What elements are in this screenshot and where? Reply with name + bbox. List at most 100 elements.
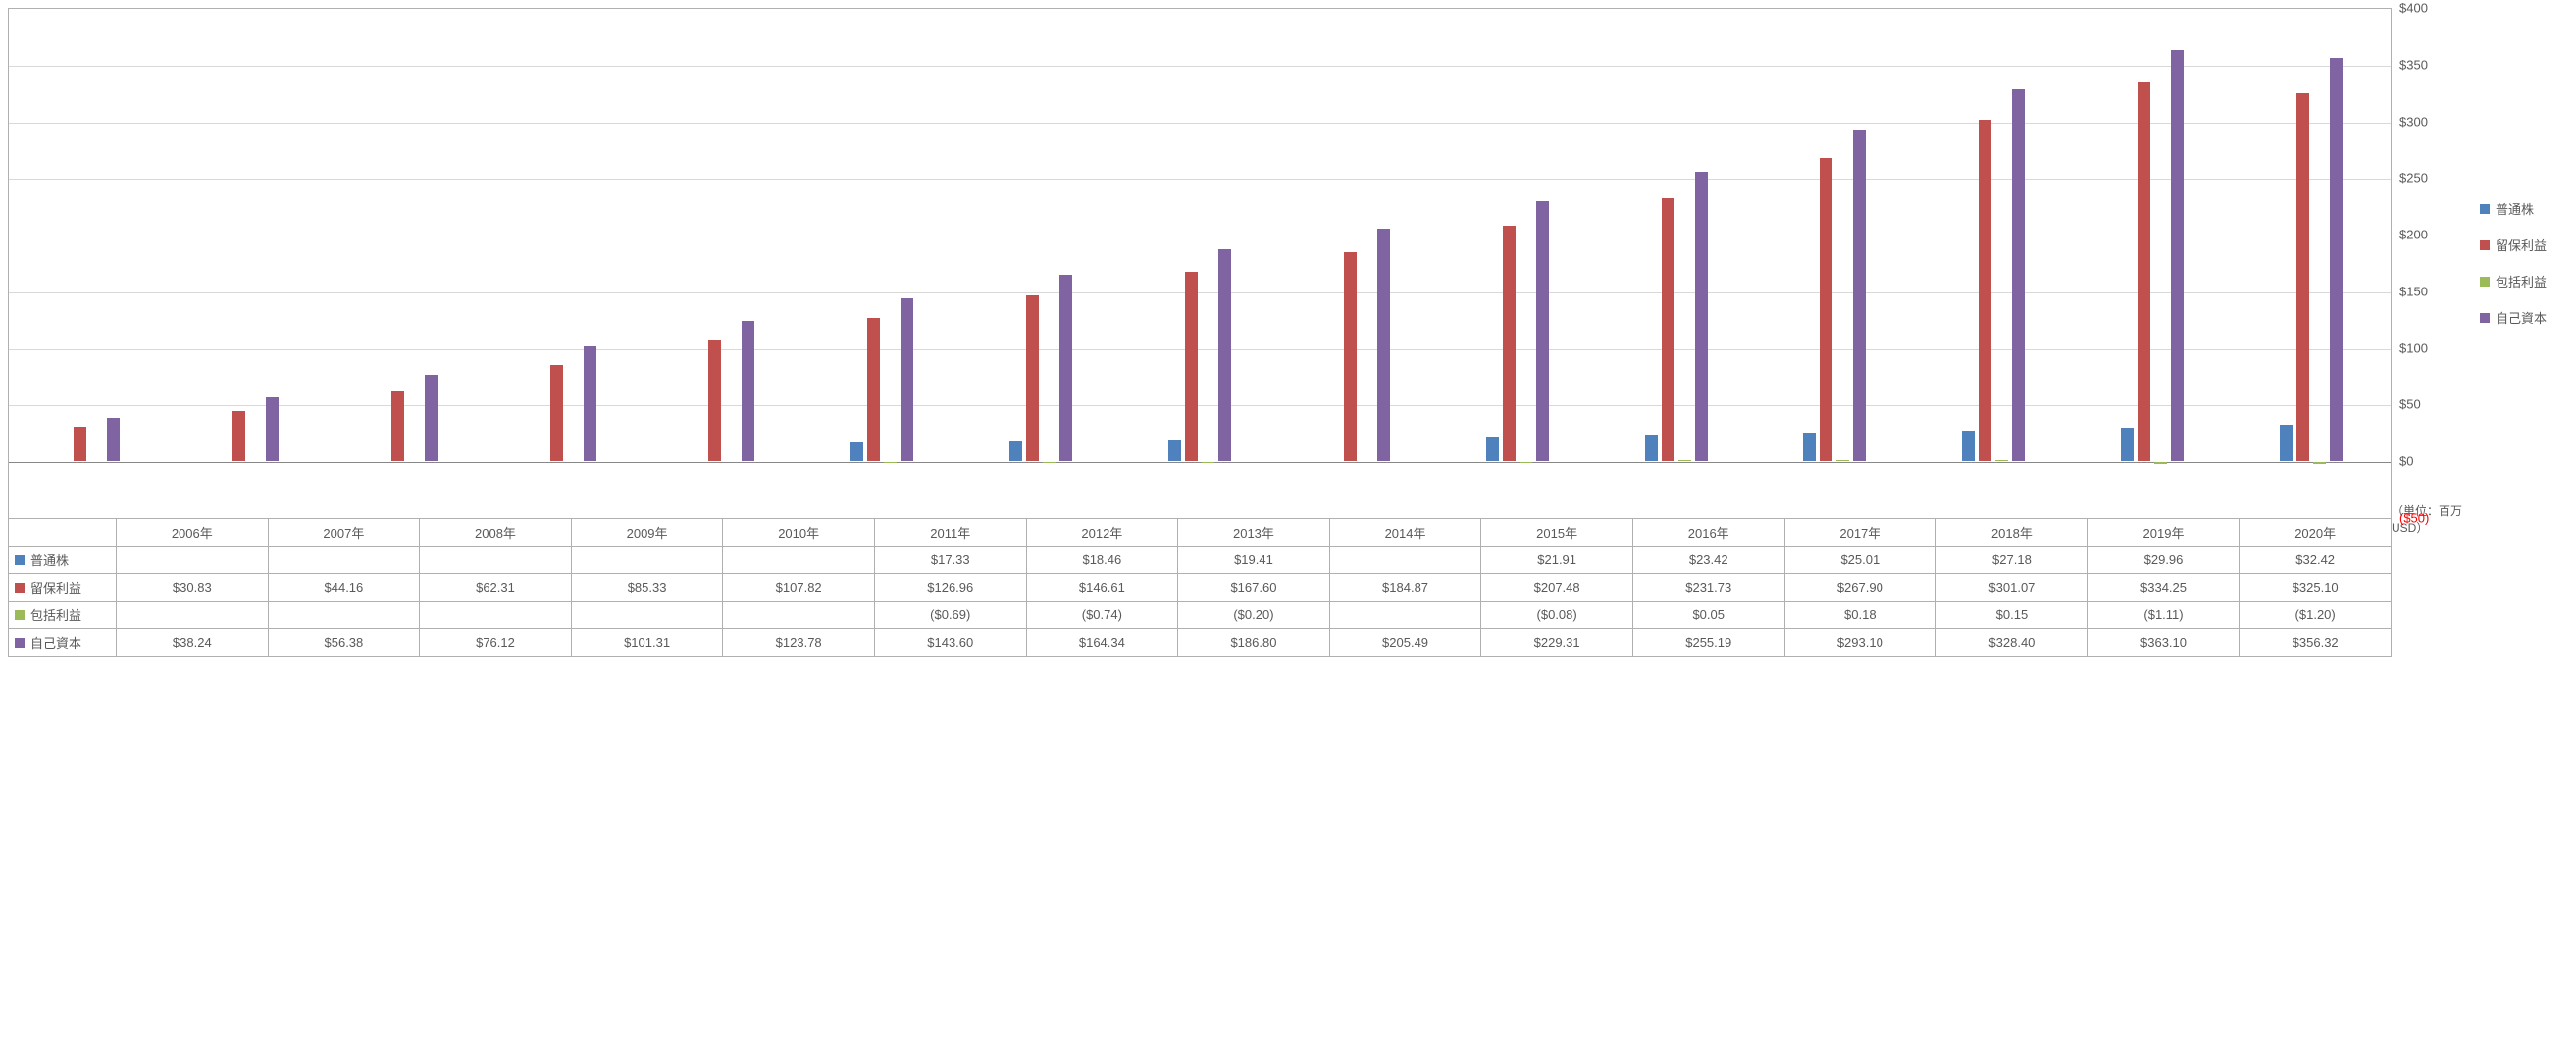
- bar-comprehensive_income: [2313, 462, 2326, 463]
- table-cell: $27.18: [1936, 547, 2088, 574]
- year-group: [2073, 9, 2232, 518]
- row-label-text: 留保利益: [30, 578, 81, 597]
- table-col-header: 2016年: [1632, 519, 1784, 547]
- table-cell: [268, 547, 420, 574]
- bar-equity: [1218, 249, 1231, 461]
- y-tick-label: $200: [2399, 228, 2428, 242]
- row-swatch: [15, 610, 25, 620]
- table-row-header: 包括利益: [9, 602, 117, 629]
- table-cell: $167.60: [1178, 574, 1330, 602]
- year-group: [802, 9, 961, 518]
- table-cell: $21.91: [1481, 547, 1633, 574]
- table-cell: ($1.20): [2240, 602, 2392, 629]
- table-row-header: 普通株: [9, 547, 117, 574]
- bar-retained_earnings: [391, 391, 404, 461]
- row-label-text: 普通株: [30, 551, 69, 569]
- table-cell: $293.10: [1784, 629, 1936, 657]
- year-group: [327, 9, 486, 518]
- year-group: [2232, 9, 2391, 518]
- bar-equity: [901, 298, 913, 461]
- year-group: [168, 9, 327, 518]
- table-col-header: 2010年: [723, 519, 875, 547]
- y-tick-label: $250: [2399, 171, 2428, 185]
- bar-comprehensive_income: [1520, 462, 1532, 463]
- bar-common_stock: [2280, 425, 2293, 461]
- bar-common_stock: [1803, 433, 1816, 461]
- row-swatch: [15, 555, 25, 565]
- table-cell: ($0.69): [874, 602, 1026, 629]
- table-row: 自己資本$38.24$56.38$76.12$101.31$123.78$143…: [9, 629, 2392, 657]
- table-row: 包括利益($0.69)($0.74)($0.20)($0.08)$0.05$0.…: [9, 602, 2392, 629]
- legend-label: 留保利益: [2496, 236, 2547, 254]
- year-group: [1438, 9, 1597, 518]
- bar-equity: [1059, 275, 1072, 461]
- table-cell: $56.38: [268, 629, 420, 657]
- table-col-header: 2011年: [874, 519, 1026, 547]
- table-cell: $301.07: [1936, 574, 2088, 602]
- table-cell: $25.01: [1784, 547, 1936, 574]
- table-col-header: 2015年: [1481, 519, 1633, 547]
- table-cell: $334.25: [2087, 574, 2240, 602]
- legend-item-retained_earnings: 留保利益: [2480, 236, 2568, 254]
- table-cell: $101.31: [571, 629, 723, 657]
- y-axis: （単位：百万USD） $400$350$300$250$200$150$100$…: [2392, 8, 2470, 518]
- table-col-header: 2018年: [1936, 519, 2088, 547]
- table-cell: $19.41: [1178, 547, 1330, 574]
- bar-equity: [584, 346, 596, 461]
- y-tick-label: $0: [2399, 454, 2413, 469]
- year-group: [1756, 9, 1915, 518]
- table-cell: $0.18: [1784, 602, 1936, 629]
- row-swatch: [15, 638, 25, 648]
- bar-retained_earnings: [1662, 198, 1674, 461]
- table-cell: ($0.08): [1481, 602, 1633, 629]
- year-group: [961, 9, 1120, 518]
- bar-retained_earnings: [1503, 226, 1516, 461]
- table-cell: ($0.20): [1178, 602, 1330, 629]
- bar-equity: [1695, 172, 1708, 461]
- table-cell: $23.42: [1632, 547, 1784, 574]
- bar-retained_earnings: [2296, 93, 2309, 462]
- chart-wrap: （単位：百万USD） $400$350$300$250$200$150$100$…: [8, 8, 2568, 518]
- bar-retained_earnings: [1344, 252, 1357, 462]
- table-cell: [723, 547, 875, 574]
- legend-swatch: [2480, 313, 2490, 323]
- data-table-wrap: 2006年2007年2008年2009年2010年2011年2012年2013年…: [8, 518, 2568, 657]
- table-col-header: 2012年: [1026, 519, 1178, 547]
- bar-equity: [1377, 229, 1390, 461]
- table-cell: [268, 602, 420, 629]
- year-group: [486, 9, 644, 518]
- bar-equity: [2171, 50, 2184, 462]
- chart-container: （単位：百万USD） $400$350$300$250$200$150$100$…: [8, 8, 2568, 657]
- legend-label: 自己資本: [2496, 308, 2547, 327]
- bar-retained_earnings: [550, 365, 563, 462]
- table-cell: $30.83: [117, 574, 269, 602]
- table-col-header: 2006年: [117, 519, 269, 547]
- bar-equity: [2330, 58, 2343, 462]
- legend-swatch: [2480, 277, 2490, 287]
- table-cell: $62.31: [420, 574, 572, 602]
- table-cell: $207.48: [1481, 574, 1633, 602]
- y-tick-label: $50: [2399, 397, 2421, 412]
- bar-equity: [425, 375, 438, 461]
- year-group: [1914, 9, 2073, 518]
- table-cell: $29.96: [2087, 547, 2240, 574]
- table-cell: $267.90: [1784, 574, 1936, 602]
- table-cell: [571, 547, 723, 574]
- table-col-header: 2007年: [268, 519, 420, 547]
- bar-common_stock: [1168, 440, 1181, 461]
- table-cell: $76.12: [420, 629, 572, 657]
- table-cell: [420, 547, 572, 574]
- y-tick-label: $400: [2399, 1, 2428, 16]
- table-cell: $186.80: [1178, 629, 1330, 657]
- table-row-header: 自己資本: [9, 629, 117, 657]
- bar-retained_earnings: [1185, 272, 1198, 462]
- table-cell: $32.42: [2240, 547, 2392, 574]
- year-group: [1597, 9, 1756, 518]
- table-cell: $231.73: [1632, 574, 1784, 602]
- table-row: 普通株$17.33$18.46$19.41$21.91$23.42$25.01$…: [9, 547, 2392, 574]
- bar-equity: [742, 321, 754, 461]
- bar-comprehensive_income: [2154, 462, 2167, 463]
- table-cell: ($1.11): [2087, 602, 2240, 629]
- bar-retained_earnings: [1026, 295, 1039, 461]
- table-cell: [1329, 602, 1481, 629]
